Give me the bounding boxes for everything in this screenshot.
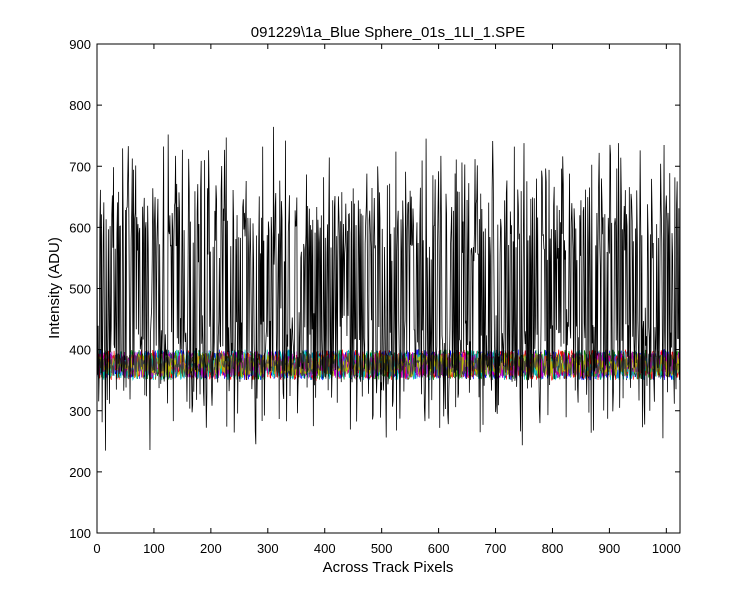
x-tick-label: 900 — [599, 541, 621, 556]
series-layer — [96, 126, 680, 451]
y-tick-label: 500 — [69, 282, 91, 297]
y-tick-label: 700 — [69, 159, 91, 174]
series-line — [96, 126, 680, 451]
x-tick-label: 300 — [257, 541, 279, 556]
y-tick-label: 300 — [69, 404, 91, 419]
x-tick-label: 800 — [542, 541, 564, 556]
x-axis: 0 100 200 300 400 500 600 700 800 900 1000 — [93, 44, 681, 556]
x-tick-label: 600 — [428, 541, 450, 556]
x-tick-label: 100 — [143, 541, 165, 556]
x-tick-label: 700 — [485, 541, 507, 556]
y-tick-label: 100 — [69, 526, 91, 541]
y-tick-label: 400 — [69, 343, 91, 358]
x-tick-label: 1000 — [652, 541, 681, 556]
x-tick-label: 500 — [371, 541, 393, 556]
x-tick-label: 200 — [200, 541, 222, 556]
y-tick-label: 800 — [69, 98, 91, 113]
y-tick-label: 600 — [69, 220, 91, 235]
y-tick-label: 900 — [69, 37, 91, 52]
y-axis: 100 200 300 400 500 600 700 800 900 — [69, 37, 680, 541]
y-tick-label: 200 — [69, 465, 91, 480]
y-axis-label: Intensity (ADU) — [46, 237, 63, 339]
chart-title: 091229\1a_Blue Sphere_01s_1LI_1.SPE — [251, 24, 525, 41]
x-tick-label: 400 — [314, 541, 336, 556]
x-tick-label: 0 — [93, 541, 100, 556]
x-axis-label: Across Track Pixels — [323, 559, 454, 576]
